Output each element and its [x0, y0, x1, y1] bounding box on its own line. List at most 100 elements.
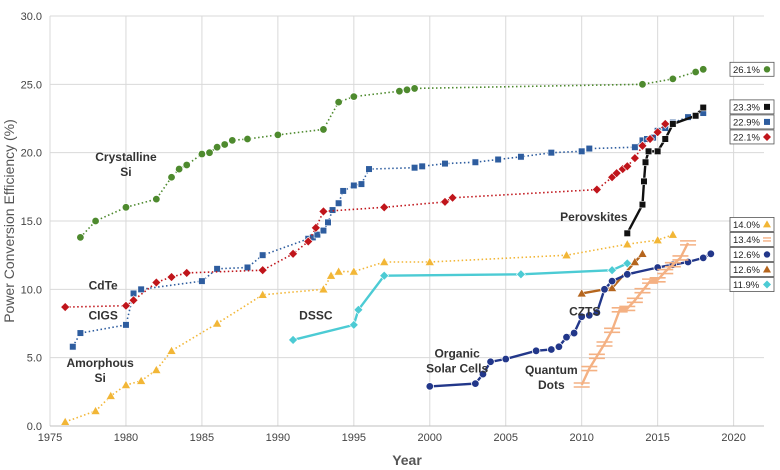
- amorphous-si-point: [60, 416, 71, 426]
- organic-solar-cells-point: [699, 253, 708, 263]
- crystalline-si-point: [668, 74, 678, 84]
- amorphous-si-point: [326, 270, 336, 280]
- czts-point: [629, 256, 640, 266]
- crystalline-si-point: [197, 149, 207, 159]
- perovskites-end-label: 23.3%: [729, 99, 775, 115]
- czts-point: [607, 282, 618, 292]
- quantum-dots-point: [657, 268, 674, 275]
- quantum-dots-point: [619, 305, 636, 312]
- cdte-point: [447, 192, 458, 203]
- perovskites-point: [644, 147, 653, 155]
- dssc-point: [622, 258, 633, 269]
- cigs-point: [313, 231, 321, 239]
- organic-solar-cells-point: [562, 332, 571, 342]
- crystalline-si-series: [76, 65, 708, 242]
- cdte-point: [151, 277, 162, 288]
- organic-solar-cells-point: [425, 382, 434, 391]
- series-label-line: Organic: [434, 347, 480, 361]
- cigs-point: [471, 158, 479, 166]
- quantum-dots-point: [634, 287, 651, 294]
- quantum-dots-point: [588, 353, 605, 360]
- crystalline-si-point: [699, 65, 708, 74]
- cdte-end-label: 22.1%: [729, 129, 775, 145]
- cdte-point: [310, 222, 321, 233]
- crystalline-si-point: [152, 194, 161, 204]
- y-tick-label: 25.0: [21, 79, 42, 91]
- perovskites-point: [641, 158, 650, 166]
- perovskites-point: [669, 120, 677, 128]
- series-label-line: Crystalline: [95, 150, 157, 164]
- y-tick-label: 5.0: [27, 353, 42, 365]
- organic-solar-cells-point: [501, 354, 510, 364]
- end-value-text: 13.4%: [733, 235, 760, 246]
- cigs-point: [335, 199, 343, 207]
- quantum-dots-point: [626, 297, 643, 304]
- end-value-text: 22.1%: [733, 132, 760, 143]
- series-layer: [60, 65, 716, 426]
- cdte-point: [379, 202, 390, 213]
- x-tick-label: 1985: [190, 432, 214, 444]
- crystalline-si-point: [228, 136, 237, 145]
- amorphous-si-point: [348, 266, 359, 276]
- quantum-dots-point: [604, 327, 621, 334]
- crystalline-si-point: [349, 92, 359, 101]
- cdte-point: [128, 295, 139, 306]
- crystalline-si-end-label: 26.1%: [729, 61, 775, 77]
- crystalline-si-point: [243, 134, 252, 144]
- czts-end-label: 12.6%: [729, 262, 775, 277]
- dssc-point: [348, 319, 359, 330]
- organic-solar-cells-point: [478, 369, 488, 379]
- cigs-point: [547, 149, 555, 157]
- quantum-dots-series: [573, 240, 697, 388]
- cigs-point: [122, 321, 130, 329]
- perovskites-point: [654, 147, 662, 155]
- quantum-dots-point: [596, 341, 613, 347]
- end-value-text: 11.9%: [733, 280, 760, 291]
- x-tick-label: 2020: [721, 432, 745, 444]
- quantum-dots-point: [642, 278, 659, 284]
- series-label-line: Amorphous: [66, 356, 134, 370]
- x-tick-label: 1980: [114, 432, 138, 444]
- crystalline-si-point: [319, 125, 328, 134]
- amorphous-si-point: [379, 256, 390, 266]
- x-tick-label: 1975: [38, 432, 62, 444]
- organic-solar-cells-point: [554, 342, 564, 351]
- cdte-label: CdTe: [89, 278, 118, 292]
- organic-solar-cells-point: [531, 346, 541, 356]
- amorphous-si-point: [257, 289, 268, 299]
- crystalline-si-point: [395, 86, 404, 96]
- grid-lines: [49, 15, 764, 427]
- cigs-point: [243, 263, 252, 272]
- perovskites-label: Perovskites: [560, 210, 628, 224]
- end-value-text: 14.0%: [733, 220, 760, 231]
- dssc-point: [288, 334, 298, 345]
- cigs-label: CIGS: [88, 308, 117, 322]
- quantum-dots-end-label: 13.4%: [729, 232, 775, 247]
- organic-solar-cells-point: [592, 308, 602, 317]
- cigs-point: [365, 165, 373, 173]
- crystalline-si-point: [220, 140, 229, 149]
- x-tick-label: 2015: [645, 432, 669, 444]
- crystalline-si-point: [402, 85, 412, 94]
- organic-solar-cells-point: [471, 379, 480, 388]
- perovskites-point: [638, 201, 647, 209]
- quantum-dots-point: [611, 307, 628, 313]
- organic-solar-cells-end-label: 12.6%: [729, 247, 775, 262]
- czts-point: [637, 248, 648, 258]
- perovskites-series: [623, 103, 707, 237]
- cigs-point: [319, 226, 328, 235]
- cigs-point: [418, 162, 426, 170]
- dssc-point: [516, 269, 526, 280]
- dssc-end-label: 11.9%: [729, 277, 775, 292]
- x-tick-label: 1990: [266, 432, 290, 444]
- cdte-point: [611, 168, 622, 179]
- amorphous-si-point: [105, 390, 116, 400]
- quantum-dots-point: [664, 261, 681, 268]
- quantum-dots-point: [649, 276, 666, 283]
- amorphous-si-label: Amorphous Si: [66, 356, 134, 385]
- crystalline-si-point: [91, 216, 100, 226]
- amorphous-si-point: [121, 379, 131, 389]
- organic-solar-cells-point: [706, 249, 716, 258]
- quantum-dots-point: [581, 365, 598, 372]
- end-value-text: 12.6%: [733, 265, 760, 276]
